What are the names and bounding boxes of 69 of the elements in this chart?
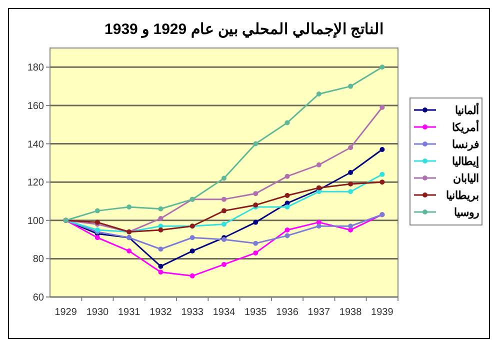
x-tick-label: 1931 (118, 307, 141, 318)
point (94, 208, 100, 214)
point (316, 162, 322, 168)
legend-label: فرنسا (452, 139, 479, 151)
point (348, 170, 354, 175)
point (158, 270, 164, 275)
x-tick-label: 1934 (212, 307, 236, 318)
point (316, 224, 322, 229)
point (253, 240, 258, 246)
point (222, 222, 226, 227)
point (94, 235, 100, 240)
point (253, 191, 258, 196)
point (158, 227, 164, 232)
point (158, 206, 164, 212)
point (380, 64, 385, 70)
point (380, 180, 385, 185)
point (284, 233, 290, 238)
point (190, 273, 195, 278)
point (253, 220, 258, 225)
point (222, 196, 226, 202)
y-tick-label: 120 (27, 178, 44, 189)
point (284, 120, 290, 126)
legend-label: ألمانيا (455, 103, 479, 117)
x-tick-label: 1933 (181, 307, 204, 318)
point (190, 248, 195, 254)
x-tick-label: 1939 (371, 307, 394, 318)
legend-label: روسيا (454, 207, 479, 219)
point (316, 91, 322, 96)
x-tick-label: 1930 (86, 307, 110, 318)
x-tick-label: 1938 (339, 307, 362, 318)
legend-label: إيطاليا (452, 156, 479, 169)
point (348, 84, 354, 89)
point (284, 192, 290, 198)
x-tick-label: 1932 (150, 307, 172, 318)
y-tick-label: 60 (32, 292, 44, 304)
x-tick-label: 1937 (308, 307, 330, 318)
point (253, 141, 258, 146)
point (158, 216, 164, 221)
point (348, 145, 354, 150)
legend-label: اليابان (453, 173, 479, 185)
point (126, 204, 132, 210)
point (348, 224, 354, 229)
point (222, 176, 226, 181)
point (253, 250, 258, 256)
point (284, 174, 290, 179)
point (284, 227, 290, 232)
y-tick-label: 80 (32, 254, 44, 266)
y-tick-label: 140 (27, 139, 44, 150)
point (380, 104, 385, 110)
point (190, 235, 195, 240)
y-tick-label: 160 (27, 100, 44, 112)
legend-label: أمريكا (452, 120, 479, 134)
x-tick-label: 1935 (244, 307, 268, 318)
point (158, 264, 164, 269)
point (126, 248, 132, 254)
legend-label: بريطانيا (446, 190, 479, 202)
point (222, 262, 226, 267)
y-tick-label: 180 (27, 62, 44, 74)
chart-title: الناتج الإجمالي المحلي بين عام 1929 و 1939 (104, 21, 384, 39)
point (158, 246, 164, 252)
point (284, 204, 290, 210)
x-tick-label: 1936 (276, 307, 299, 318)
point (222, 208, 226, 214)
point (348, 189, 354, 194)
point (380, 147, 385, 152)
point (380, 172, 385, 177)
y-tick-label: 100 (27, 216, 44, 227)
point (348, 181, 354, 186)
x-tick-label: 1929 (54, 307, 78, 318)
